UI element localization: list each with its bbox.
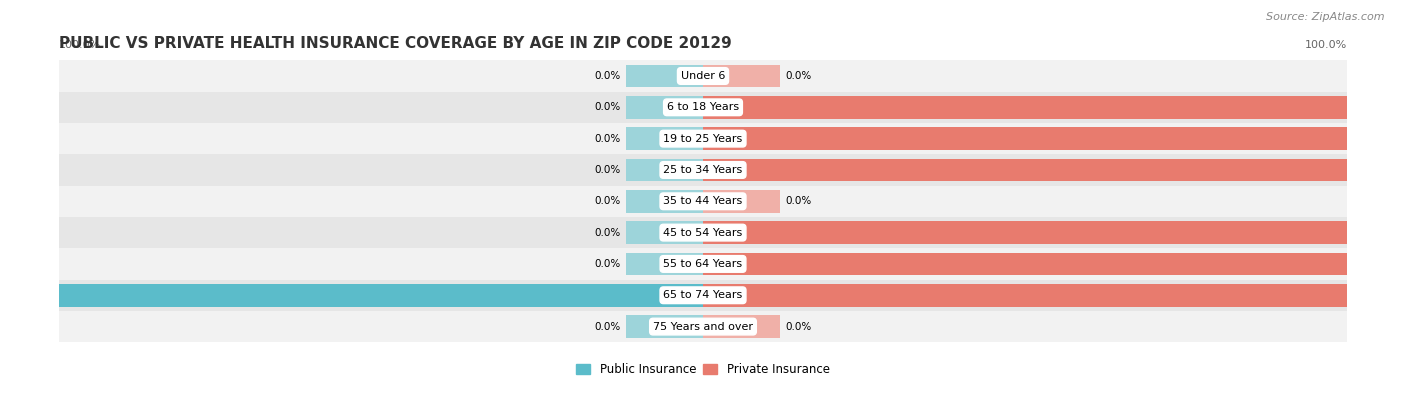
Bar — [626, 190, 703, 213]
Bar — [626, 159, 703, 181]
Text: 0.0%: 0.0% — [595, 259, 620, 269]
Text: 0.0%: 0.0% — [595, 196, 620, 206]
Bar — [703, 315, 780, 338]
Bar — [59, 92, 1347, 123]
Text: 19 to 25 Years: 19 to 25 Years — [664, 134, 742, 144]
Text: 0.0%: 0.0% — [595, 165, 620, 175]
Bar — [703, 159, 1347, 181]
Text: 55 to 64 Years: 55 to 64 Years — [664, 259, 742, 269]
Text: 0.0%: 0.0% — [595, 102, 620, 112]
Text: Source: ZipAtlas.com: Source: ZipAtlas.com — [1267, 12, 1385, 22]
Bar — [59, 123, 1347, 154]
Bar — [626, 127, 703, 150]
Bar — [703, 190, 780, 213]
Text: 100.0%: 100.0% — [1353, 134, 1392, 144]
Text: 100.0%: 100.0% — [1353, 228, 1392, 237]
Bar — [703, 96, 1347, 119]
Text: 6 to 18 Years: 6 to 18 Years — [666, 102, 740, 112]
Bar — [59, 284, 703, 306]
Bar — [626, 221, 703, 244]
Text: 35 to 44 Years: 35 to 44 Years — [664, 196, 742, 206]
Text: Under 6: Under 6 — [681, 71, 725, 81]
Text: 0.0%: 0.0% — [595, 134, 620, 144]
Text: 65 to 74 Years: 65 to 74 Years — [664, 290, 742, 300]
Text: 100.0%: 100.0% — [14, 290, 53, 300]
Bar — [703, 221, 1347, 244]
Text: 100.0%: 100.0% — [1305, 40, 1347, 50]
Bar — [59, 185, 1347, 217]
Text: 100.0%: 100.0% — [1353, 102, 1392, 112]
Text: 0.0%: 0.0% — [595, 71, 620, 81]
Text: PUBLIC VS PRIVATE HEALTH INSURANCE COVERAGE BY AGE IN ZIP CODE 20129: PUBLIC VS PRIVATE HEALTH INSURANCE COVER… — [59, 36, 731, 51]
Text: 25 to 34 Years: 25 to 34 Years — [664, 165, 742, 175]
Text: 0.0%: 0.0% — [595, 228, 620, 237]
Text: 100.0%: 100.0% — [1353, 259, 1392, 269]
Bar — [626, 65, 703, 87]
Text: 100.0%: 100.0% — [1353, 165, 1392, 175]
Bar — [59, 311, 1347, 342]
Bar — [703, 284, 1347, 306]
Text: 0.0%: 0.0% — [786, 196, 811, 206]
Bar — [626, 253, 703, 275]
Text: 75 Years and over: 75 Years and over — [652, 322, 754, 332]
Legend: Public Insurance, Private Insurance: Public Insurance, Private Insurance — [571, 358, 835, 381]
Bar — [59, 248, 1347, 280]
Text: 45 to 54 Years: 45 to 54 Years — [664, 228, 742, 237]
Bar — [703, 65, 780, 87]
Bar — [626, 315, 703, 338]
Text: 100.0%: 100.0% — [1353, 290, 1392, 300]
Bar — [59, 217, 1347, 248]
Bar — [626, 96, 703, 119]
Bar — [703, 127, 1347, 150]
Bar — [703, 253, 1347, 275]
Bar — [59, 154, 1347, 185]
Text: 100.0%: 100.0% — [59, 40, 101, 50]
Bar — [59, 60, 1347, 92]
Text: 0.0%: 0.0% — [595, 322, 620, 332]
Text: 0.0%: 0.0% — [786, 71, 811, 81]
Bar — [59, 280, 1347, 311]
Text: 0.0%: 0.0% — [786, 322, 811, 332]
